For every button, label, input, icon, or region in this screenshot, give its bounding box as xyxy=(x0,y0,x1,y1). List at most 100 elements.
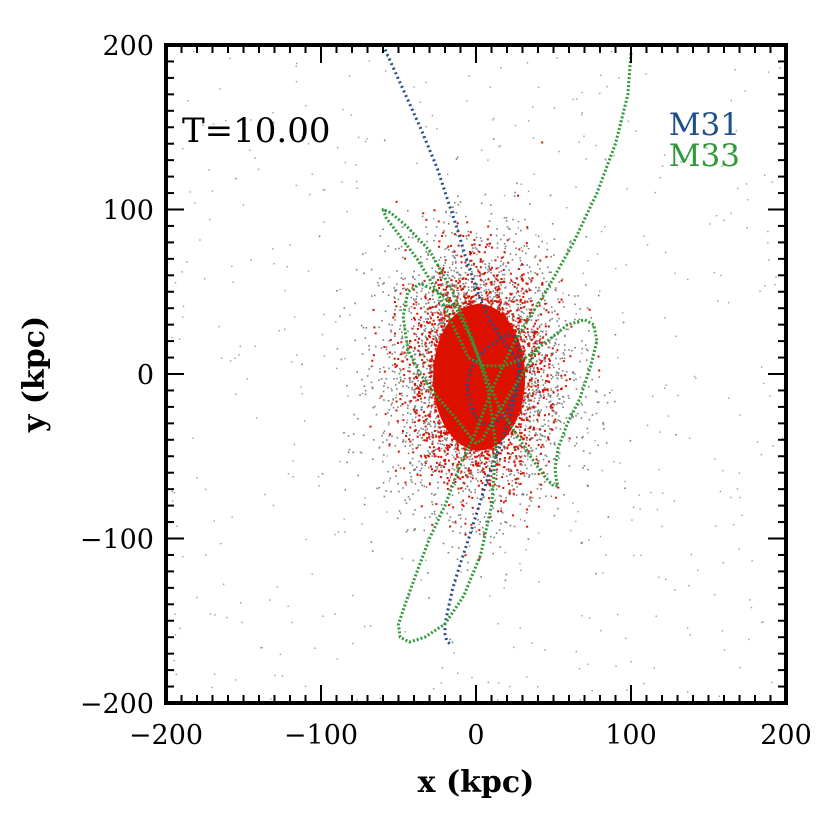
grey-particle xyxy=(480,240,483,242)
red-particle xyxy=(511,325,514,328)
grey-particle xyxy=(542,384,545,386)
grey-particle xyxy=(473,287,476,290)
grey-particle xyxy=(479,459,482,462)
grey-particle xyxy=(535,447,538,450)
red-particle xyxy=(475,265,478,268)
red-particle xyxy=(394,365,397,368)
red-particle xyxy=(465,363,468,366)
red-particle xyxy=(516,371,519,374)
grey-particle xyxy=(521,311,524,314)
grey-particle xyxy=(484,458,487,460)
grey-particle xyxy=(467,286,470,288)
halo-particle xyxy=(388,276,390,278)
halo-particle xyxy=(751,560,753,562)
grey-particle xyxy=(459,517,462,520)
grey-particle xyxy=(372,387,374,390)
grey-particle xyxy=(452,479,455,482)
grey-particle xyxy=(525,412,528,415)
grey-particle xyxy=(572,416,575,418)
halo-particle xyxy=(499,278,502,280)
grey-particle xyxy=(454,520,457,522)
grey-particle xyxy=(427,388,430,391)
halo-particle xyxy=(722,469,724,472)
grey-particle xyxy=(362,434,365,437)
halo-particle xyxy=(314,647,316,649)
grey-particle xyxy=(437,319,440,321)
red-particle xyxy=(433,343,436,346)
halo-particle xyxy=(323,221,325,223)
grey-particle xyxy=(629,439,632,442)
grey-particle xyxy=(448,266,451,269)
grey-particle xyxy=(489,455,491,457)
grey-particle xyxy=(437,327,440,329)
grey-particle xyxy=(347,435,350,437)
grey-particle xyxy=(417,414,420,417)
red-particle xyxy=(452,384,455,387)
red-particle xyxy=(491,375,494,378)
grey-particle xyxy=(513,241,515,243)
grey-particle xyxy=(429,516,431,518)
red-particle xyxy=(419,397,422,400)
grey-particle xyxy=(416,335,418,338)
grey-particle xyxy=(413,409,416,412)
halo-particle xyxy=(721,630,724,632)
grey-particle xyxy=(595,389,597,392)
grey-particle xyxy=(530,347,533,350)
grey-particle xyxy=(500,507,502,510)
grey-particle xyxy=(531,380,533,383)
grey-particle xyxy=(582,450,585,452)
grey-particle xyxy=(497,266,500,269)
halo-particle xyxy=(582,381,585,384)
grey-particle xyxy=(457,289,460,292)
red-particle xyxy=(482,273,485,276)
red-particle xyxy=(466,305,469,308)
grey-particle xyxy=(411,418,414,421)
halo-particle xyxy=(581,615,583,617)
grey-particle xyxy=(581,386,583,389)
grey-particle xyxy=(441,439,444,442)
grey-particle xyxy=(520,455,523,457)
red-particle xyxy=(426,308,429,311)
halo-particle xyxy=(241,621,243,624)
grey-particle xyxy=(557,393,559,395)
halo-particle xyxy=(744,90,746,92)
grey-particle xyxy=(417,303,420,305)
grey-particle xyxy=(539,335,542,338)
grey-particle xyxy=(574,303,576,306)
halo-particle xyxy=(293,443,296,446)
red-particle xyxy=(433,386,436,389)
halo-particle xyxy=(575,650,577,653)
grey-particle xyxy=(380,378,383,380)
grey-particle xyxy=(476,283,479,286)
grey-particle xyxy=(426,454,428,457)
grey-particle xyxy=(526,315,529,318)
halo-particle xyxy=(535,234,537,236)
red-particle xyxy=(373,326,376,329)
grey-particle xyxy=(518,425,521,427)
red-particle xyxy=(474,325,477,328)
grey-particle xyxy=(364,337,367,339)
grey-particle xyxy=(547,392,549,395)
red-particle xyxy=(484,450,487,453)
grey-particle xyxy=(522,264,525,266)
grey-particle xyxy=(549,286,552,289)
grey-particle xyxy=(391,324,393,326)
red-particle xyxy=(544,388,547,391)
red-particle xyxy=(477,304,480,307)
red-particle xyxy=(543,429,546,432)
red-particle xyxy=(473,361,476,364)
red-particle xyxy=(484,321,487,324)
grey-particle xyxy=(449,638,451,641)
halo-particle xyxy=(767,242,769,244)
red-particle xyxy=(478,274,481,277)
grey-particle xyxy=(448,277,450,280)
grey-particle xyxy=(476,274,478,277)
red-particle xyxy=(463,306,466,309)
red-particle xyxy=(441,269,444,272)
grey-particle xyxy=(563,349,566,351)
red-particle xyxy=(547,325,550,328)
grey-particle xyxy=(551,317,554,320)
red-particle xyxy=(546,354,549,357)
grey-particle xyxy=(382,228,384,231)
red-particle xyxy=(428,364,431,367)
